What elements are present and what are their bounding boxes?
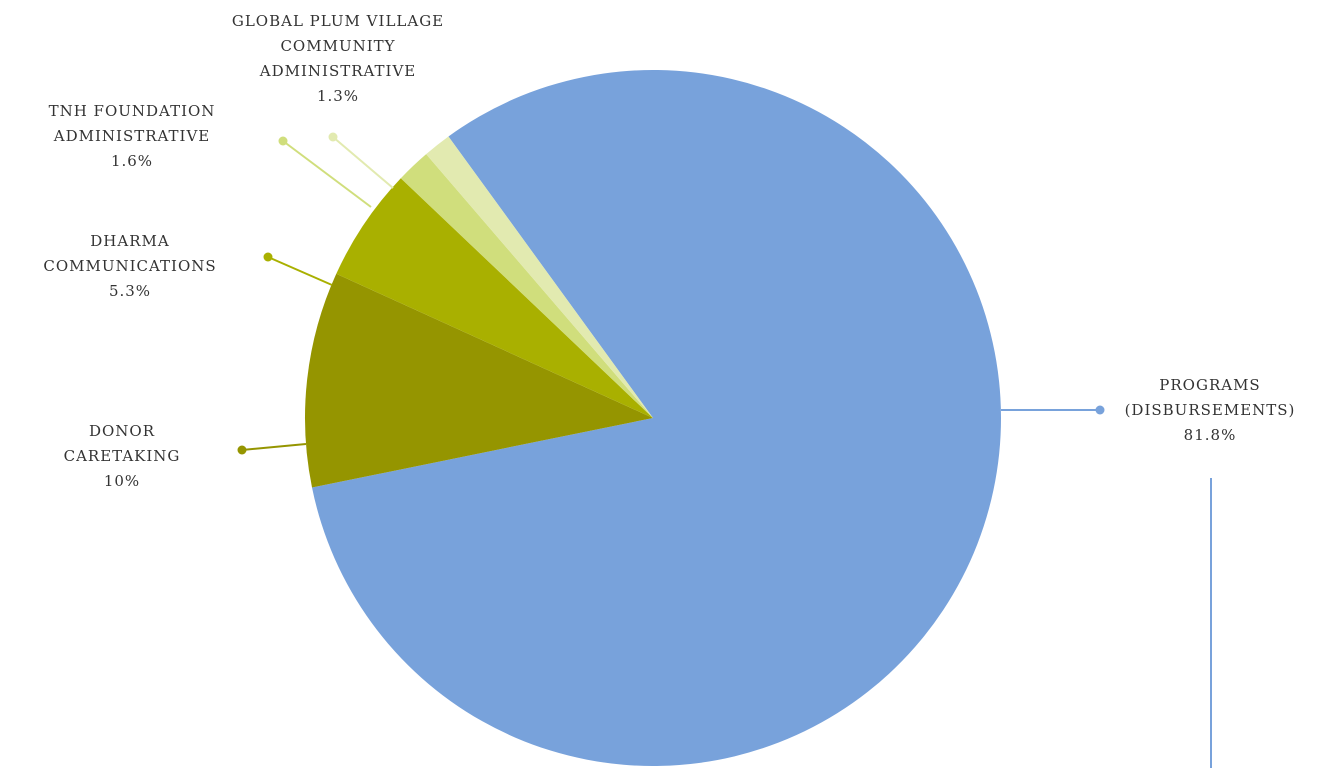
slice-category-label-2: COMMUNICATIONS xyxy=(43,257,216,275)
slice-value-label-1: 10% xyxy=(104,472,140,490)
slice-category-label-0: (DISBURSEMENTS) xyxy=(1125,401,1296,419)
leader-dot-0 xyxy=(1095,405,1105,415)
leader-lines xyxy=(237,132,1105,455)
leader-dot-1 xyxy=(237,445,247,455)
slice-category-label-4: COMMUNITY xyxy=(280,37,395,55)
slice-category-label-4: GLOBAL PLUM VILLAGE xyxy=(232,12,444,30)
slice-category-label-3: TNH FOUNDATION xyxy=(49,102,216,120)
leader-dot-4 xyxy=(328,132,338,142)
leader-line-2 xyxy=(267,256,333,286)
pie-slice-4 xyxy=(426,136,653,418)
slice-category-label-2: DHARMA xyxy=(90,232,169,250)
slice-category-label-4: ADMINISTRATIVE xyxy=(259,62,417,80)
pie-slice-0 xyxy=(312,70,1001,767)
slice-category-label-0: PROGRAMS xyxy=(1159,376,1260,394)
leader-line-4 xyxy=(332,136,394,189)
pie-slice-1 xyxy=(304,273,653,488)
slice-labels: PROGRAMS (DISBURSEMENTS) 81.8% DONOR CARETAK… xyxy=(43,12,1296,490)
slice-category-label-1: CARETAKING xyxy=(64,447,181,465)
slice-category-label-3: ADMINISTRATIVE xyxy=(53,127,211,145)
leader-line-1 xyxy=(241,443,307,451)
pie-slice-2 xyxy=(336,178,653,418)
pie-slices xyxy=(304,70,1001,767)
slice-value-label-0: 81.8% xyxy=(1184,426,1237,444)
slice-value-label-3: 1.6% xyxy=(111,152,153,170)
leader-dot-3 xyxy=(278,136,288,146)
pie-slice-3 xyxy=(400,154,653,418)
slice-category-label-1: DONOR xyxy=(89,422,155,440)
slice-value-label-2: 5.3% xyxy=(109,282,151,300)
leader-dot-2 xyxy=(263,252,273,262)
leader-line-3 xyxy=(282,140,372,208)
slice-value-label-4: 1.3% xyxy=(317,87,359,105)
